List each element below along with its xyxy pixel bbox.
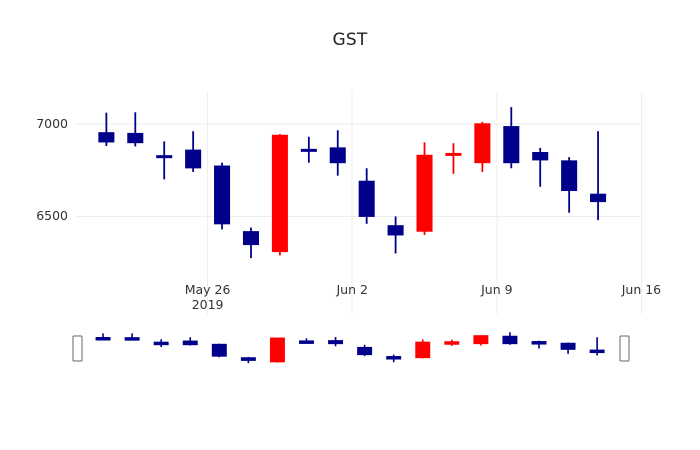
candle-body	[329, 147, 346, 164]
rangeslider-candle-body	[153, 341, 169, 346]
candlestick[interactable]	[416, 142, 433, 235]
candle-body	[156, 155, 173, 159]
rangeslider-candle-body	[386, 356, 402, 360]
rangeslider[interactable]	[95, 332, 605, 364]
candle-body	[300, 148, 317, 152]
rangeslider-candle-body	[560, 342, 576, 350]
x-axis-tick-label: Jun 2	[336, 282, 368, 297]
rangeslider-candle-body	[328, 340, 344, 345]
candlestick[interactable]	[98, 112, 115, 147]
rangeslider-candle-body	[531, 341, 547, 345]
candlestick[interactable]	[358, 168, 375, 224]
candle-body	[214, 165, 231, 225]
candle-body	[242, 231, 260, 246]
candlestick[interactable]	[156, 141, 173, 180]
candle-body	[271, 134, 288, 253]
candlestick[interactable]	[214, 162, 231, 230]
candle-body	[532, 152, 549, 161]
candlestick[interactable]	[185, 131, 202, 172]
rangeslider-candle-body	[473, 335, 489, 345]
x-axis-tick-label: May 26 2019	[184, 282, 231, 312]
y-axis-tick-label: 7000	[36, 115, 68, 131]
rangeslider-candle-body	[240, 357, 256, 361]
rangeslider-candle-body	[211, 343, 227, 357]
candlestick[interactable]	[445, 143, 462, 174]
candle-body	[185, 149, 202, 169]
rangeslider-candle-body	[95, 337, 111, 341]
candlestick[interactable]	[474, 121, 491, 172]
rangeslider-candle-body	[589, 349, 605, 354]
rangeslider-candle-body	[182, 340, 198, 346]
candle-body	[127, 132, 144, 144]
rangeslider-left-handle[interactable]	[72, 335, 83, 362]
rangeslider-candle-body	[502, 335, 518, 345]
candlestick[interactable]	[387, 216, 404, 254]
y-axis-tick-label: 6500	[36, 208, 68, 224]
x-axis-tick-label: Jun 16	[621, 282, 662, 297]
rangeslider-candle-body	[415, 341, 431, 359]
candle-body	[503, 126, 520, 164]
candlestick[interactable]	[127, 112, 144, 147]
rangeslider-candle-body	[124, 337, 140, 341]
candlestick[interactable]	[300, 136, 317, 163]
candle-body	[98, 132, 115, 143]
candle-body	[416, 154, 433, 232]
candlestick[interactable]	[503, 107, 520, 169]
rangeslider-candle-body	[269, 337, 285, 363]
candle-body	[445, 152, 462, 156]
candle-body	[358, 180, 375, 217]
rangeslider-candle-body	[299, 340, 314, 344]
page-title: GST	[332, 30, 368, 50]
candle-body	[561, 160, 578, 191]
candlestick[interactable]	[590, 131, 607, 221]
candlestick[interactable]	[271, 133, 288, 256]
candle-body	[474, 123, 491, 164]
rangeslider-candle-body	[357, 346, 373, 356]
candlestick[interactable]	[532, 147, 549, 187]
candle-body	[387, 225, 404, 236]
candlestick[interactable]	[242, 227, 260, 259]
candlestick[interactable]	[561, 157, 578, 213]
rangeslider-candle-body	[444, 341, 460, 345]
candle-body	[590, 193, 607, 203]
candlestick[interactable]	[329, 130, 346, 176]
x-axis-tick-label: Jun 9	[481, 282, 513, 297]
rangeslider-right-handle[interactable]	[619, 335, 630, 362]
